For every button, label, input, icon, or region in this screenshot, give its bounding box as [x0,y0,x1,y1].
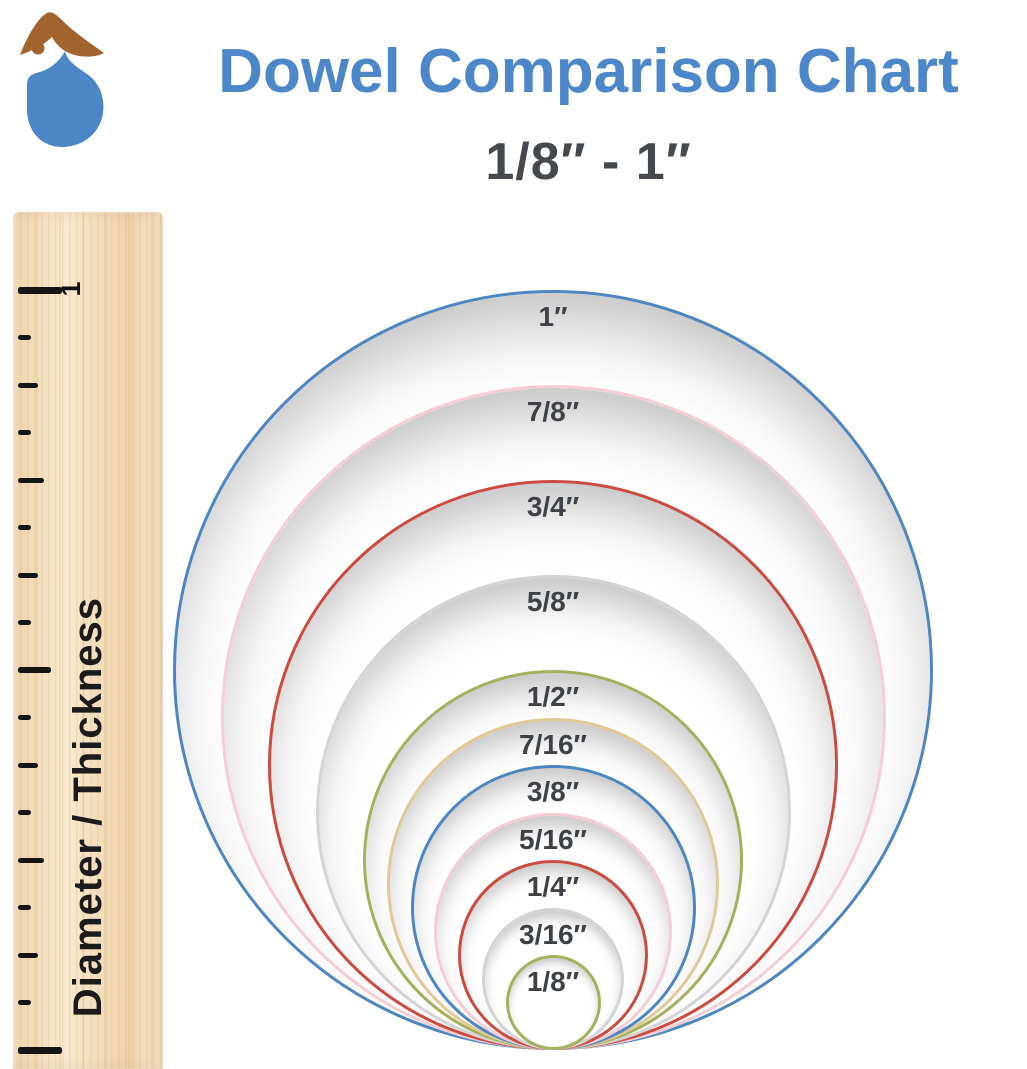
ruler-tick [18,715,31,720]
logo-body-icon [27,51,104,147]
ruler-tick [18,572,38,578]
ruler-tick [18,1046,62,1054]
woodpecker-logo [20,12,104,147]
ruler-tick [18,905,31,910]
ring-size-label: 1/2″ [526,681,580,712]
dowel-ring-10: 1/8″ [505,955,601,1050]
ring-size-label: 3/16″ [519,918,587,950]
ruler-tick [18,667,51,673]
ruler-tick [18,1000,31,1005]
ruler-tick [18,857,44,863]
ring-size-label: 3/8″ [526,776,580,807]
ruler-tick [18,335,31,340]
ring-size-label: 7/8″ [526,396,580,427]
page-title: Dowel Comparison Chart [218,37,959,106]
ring-size-label: 5/16″ [519,823,587,855]
ring-size-label: 1/4″ [526,871,580,902]
ring-size-label: 7/16″ [519,728,587,760]
logo-eye-icon [31,41,45,55]
ruler-tick [18,477,44,483]
ring-size-label: 1/8″ [526,966,580,997]
ruler-tick [18,382,38,388]
ruler-tick [18,286,62,294]
ruler-tick [18,525,31,530]
ruler-tick [18,952,38,958]
ruler-tick [18,762,38,768]
logo-head-icon [20,12,104,57]
page-subtitle: 1/8″ - 1″ [485,133,692,191]
ruler-tick [18,620,31,625]
wooden-ruler: 1 Diameter / Thickness [13,212,163,1069]
ruler-tick [18,430,31,435]
ring-size-label: 3/4″ [526,491,580,522]
ruler-tick [18,810,31,815]
ring-size-label: 1″ [538,301,568,332]
ring-size-label: 5/8″ [526,586,580,617]
